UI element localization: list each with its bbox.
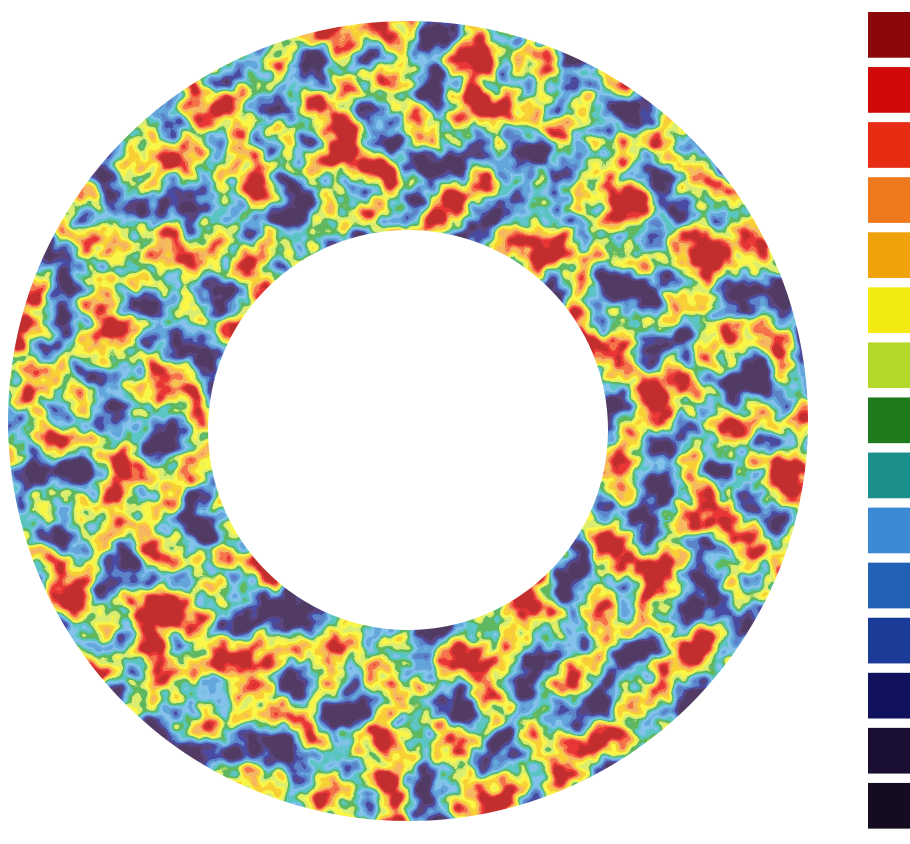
legend-swatch: [868, 122, 910, 168]
legend-swatch: [868, 232, 910, 278]
legend-swatch: [868, 287, 910, 333]
color-legend: [868, 12, 910, 829]
legend-swatch: [868, 177, 910, 223]
legend-swatch: [868, 508, 910, 554]
visualization: [0, 0, 910, 844]
annulus-field: [0, 0, 820, 844]
legend-swatch: [868, 673, 910, 719]
legend-swatch: [868, 12, 910, 58]
legend-swatch: [868, 342, 910, 388]
page: (() => { const data = JSON.parse(documen…: [0, 0, 910, 844]
legend-swatch: [868, 563, 910, 609]
legend-swatch: [868, 783, 910, 829]
legend-swatch: [868, 728, 910, 774]
legend-swatch: [868, 453, 910, 499]
legend-swatch: [868, 618, 910, 664]
noise-field: [0, 0, 820, 844]
legend-swatch: [868, 67, 910, 113]
legend-swatch: [868, 397, 910, 443]
